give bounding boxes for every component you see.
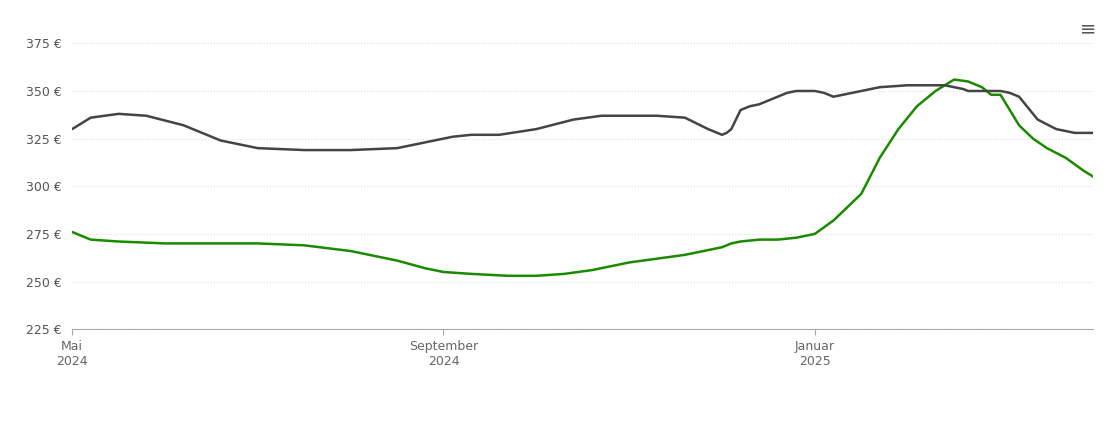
Text: ≡: ≡ xyxy=(1080,19,1097,38)
